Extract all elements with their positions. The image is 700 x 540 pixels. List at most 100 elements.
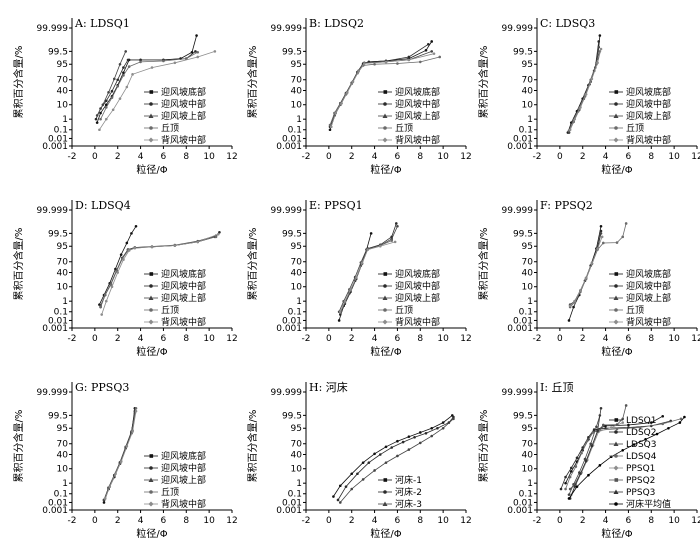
- y-tick-label: 10: [291, 283, 303, 293]
- data-point: [591, 431, 595, 434]
- legend-label: 迎风坡上部: [161, 292, 206, 304]
- y-tick-label: 95: [57, 424, 68, 434]
- data-point: [418, 60, 422, 64]
- legend-label: 河床-1: [395, 474, 422, 486]
- legend-marker: [383, 126, 387, 130]
- x-tick-label: 0: [92, 334, 98, 344]
- data-point: [596, 429, 599, 432]
- data-point: [569, 466, 573, 470]
- data-point: [110, 89, 114, 93]
- data-point: [134, 409, 138, 413]
- data-point: [116, 85, 120, 88]
- y-tick-label: 0.1: [288, 490, 302, 500]
- legend-marker: [148, 477, 154, 482]
- legend-label: 迎风坡上部: [395, 292, 440, 304]
- data-point: [173, 244, 177, 247]
- y-axis-label: 累积百分含量/%: [477, 410, 490, 483]
- x-tick-label: -2: [302, 334, 311, 344]
- data-point: [589, 442, 593, 446]
- data-point: [344, 485, 348, 488]
- data-point: [568, 475, 572, 479]
- y-tick-label: 1: [527, 297, 533, 307]
- data-point: [373, 452, 376, 456]
- data-point: [573, 117, 577, 121]
- data-point: [336, 498, 340, 502]
- y-tick-label: 70: [57, 440, 69, 450]
- x-axis-label: 粒径/Φ: [601, 527, 632, 540]
- data-point: [426, 42, 430, 46]
- y-tick-label: 99.5: [48, 47, 68, 57]
- data-point: [338, 484, 342, 488]
- y-tick-label: 99.5: [282, 411, 302, 421]
- y-tick-label: 70: [522, 258, 534, 268]
- x-tick-label: 12: [460, 516, 471, 526]
- data-point: [568, 487, 572, 491]
- y-tick-label: 0.001: [276, 142, 302, 152]
- y-tick-label: 40: [291, 451, 303, 461]
- y-tick-label: 70: [291, 258, 303, 268]
- data-point: [598, 34, 602, 37]
- data-point: [568, 304, 572, 307]
- legend-marker: [148, 295, 154, 300]
- data-point: [579, 289, 582, 292]
- data-point: [384, 445, 388, 449]
- y-tick-label: 99.5: [282, 229, 302, 239]
- y-tick-label: 0.001: [42, 324, 68, 334]
- legend-marker: [382, 501, 388, 506]
- data-point: [567, 497, 571, 500]
- x-tick-label: 8: [648, 152, 654, 162]
- legend-marker: [613, 113, 619, 118]
- data-point: [119, 460, 123, 463]
- data-point: [361, 461, 365, 464]
- x-axis-label: 粒径/Φ: [370, 345, 401, 358]
- data-point: [599, 224, 603, 228]
- data-point: [122, 74, 125, 77]
- legend-label: 迎风坡中部: [161, 280, 206, 292]
- x-tick-label: 8: [183, 516, 189, 526]
- y-tick-label: 40: [522, 87, 534, 97]
- data-point: [102, 501, 106, 504]
- legend-marker: [149, 126, 153, 130]
- data-point: [661, 414, 665, 418]
- x-tick-label: 2: [115, 516, 121, 526]
- x-tick-label: 12: [226, 334, 237, 344]
- data-point: [590, 261, 594, 265]
- legend-label: 河床平均值: [626, 498, 671, 510]
- data-point: [122, 71, 125, 74]
- data-point: [452, 415, 455, 419]
- data-point: [119, 253, 123, 256]
- y-tick-label: 10: [522, 283, 534, 293]
- legend-marker: [149, 90, 154, 94]
- data-point: [131, 73, 134, 76]
- x-tick-label: 2: [580, 152, 586, 162]
- y-tick-label: 99.999: [271, 24, 303, 34]
- legend-marker: [382, 137, 388, 143]
- y-tick-label: 70: [522, 440, 534, 450]
- legend-label: 迎风坡上部: [395, 110, 440, 122]
- legend-marker: [614, 418, 619, 422]
- legend-label: 河床-2: [395, 486, 422, 498]
- legend-marker: [148, 137, 154, 143]
- data-point: [638, 426, 642, 429]
- legend-marker: [383, 490, 387, 494]
- series-line: [339, 241, 396, 312]
- series-line: [568, 416, 685, 499]
- y-tick-label: 0.01: [282, 134, 302, 144]
- data-point: [590, 444, 594, 448]
- series-line: [569, 405, 627, 490]
- series-line: [100, 51, 198, 120]
- data-point: [134, 224, 138, 228]
- y-tick-label: 99.999: [502, 24, 534, 34]
- x-axis-label: 粒径/Φ: [136, 345, 167, 358]
- legend-marker: [613, 489, 619, 494]
- data-point: [436, 426, 439, 430]
- legend-marker: [614, 102, 618, 106]
- data-point: [394, 222, 398, 225]
- y-tick-label: 99.999: [502, 388, 534, 398]
- x-tick-label: -2: [302, 152, 311, 162]
- x-tick-label: 4: [603, 516, 609, 526]
- legend-marker: [614, 430, 618, 434]
- data-point: [345, 91, 349, 95]
- series-line: [569, 230, 602, 305]
